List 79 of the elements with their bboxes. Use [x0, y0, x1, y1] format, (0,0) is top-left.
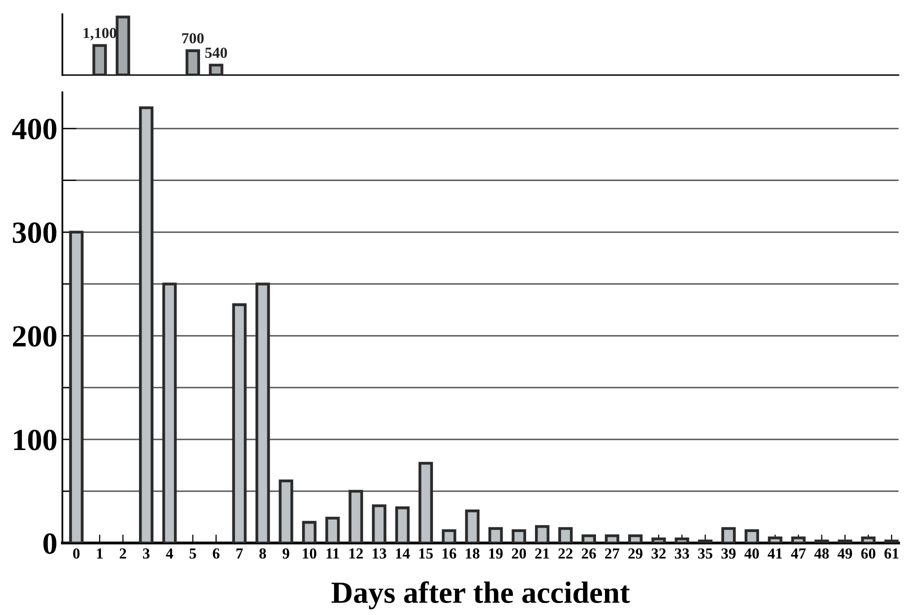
- x-tick-label: 40: [744, 548, 759, 559]
- bar: [838, 540, 852, 544]
- x-tick-label: 47: [790, 548, 806, 559]
- bar: [69, 230, 84, 544]
- bar: [116, 16, 130, 76]
- x-tick-label: 29: [628, 548, 642, 559]
- x-tick-label: 6: [212, 548, 220, 559]
- bar: [721, 527, 736, 544]
- text: 700: [182, 33, 204, 44]
- bar: [628, 534, 643, 544]
- bar: [162, 282, 177, 544]
- x-tick-label: 27: [605, 548, 620, 559]
- bar: [791, 536, 806, 544]
- x-tick-label: 21: [535, 548, 550, 559]
- bar: [488, 527, 503, 544]
- bar: [558, 527, 573, 544]
- bar: [465, 510, 480, 544]
- x-tick-label: 60: [861, 548, 876, 559]
- x-tick-label: 39: [721, 548, 736, 559]
- y-tick-label: 300: [12, 222, 56, 244]
- bar: [302, 520, 316, 544]
- x-tick-label: 9: [282, 548, 290, 559]
- bar: [348, 490, 364, 544]
- bar: [534, 525, 550, 544]
- bar: [651, 538, 666, 544]
- x-tick-label: 32: [652, 548, 666, 559]
- x-tick-label: 5: [190, 548, 196, 559]
- bar: [278, 479, 294, 544]
- bar: [232, 303, 247, 544]
- x-tick-label: 11: [326, 548, 339, 559]
- x-axis-title: Days after the accident: [332, 581, 630, 610]
- x-tick-label: 15: [419, 548, 433, 559]
- bar: [325, 516, 340, 544]
- x-tick-label: 7: [236, 548, 243, 559]
- x-tick-label: 12: [349, 548, 363, 559]
- x-tick-label: 1: [97, 548, 103, 559]
- x-tick-label: 4: [166, 548, 174, 559]
- bar: [814, 540, 829, 544]
- y-tick-label: 400: [12, 118, 56, 140]
- bar: [372, 504, 386, 544]
- x-tick-label: 61: [884, 548, 898, 559]
- bar: [768, 536, 782, 544]
- x-tick-label: 19: [489, 548, 503, 559]
- bar: [512, 529, 526, 544]
- bar: [861, 536, 876, 544]
- bar: [674, 538, 690, 544]
- x-tick-label: 10: [302, 548, 316, 559]
- x-tick-label: 22: [558, 548, 572, 559]
- bar: [884, 540, 899, 544]
- bar: [418, 462, 433, 544]
- bar: [255, 282, 270, 544]
- x-tick-label: 26: [582, 548, 596, 559]
- bar: [395, 506, 410, 544]
- bar: [92, 44, 107, 76]
- x-tick-label: 8: [259, 548, 266, 559]
- bar: [139, 106, 154, 544]
- x-tick-label: 18: [466, 548, 480, 559]
- bar: [698, 540, 712, 544]
- x-tick-label: 35: [698, 548, 712, 559]
- x-tick-label: 16: [442, 548, 456, 559]
- y-tick-label: 100: [14, 430, 56, 450]
- text: 540: [205, 48, 227, 58]
- x-tick-label: 0: [73, 548, 80, 559]
- y-tick-label: 200: [12, 326, 56, 347]
- x-tick-label: 13: [372, 548, 386, 559]
- bar: [582, 534, 596, 544]
- bar: [208, 64, 224, 76]
- x-tick-label: 41: [768, 548, 782, 559]
- x-tick-label: 14: [396, 548, 410, 559]
- x-tick-label: 2: [120, 548, 126, 559]
- x-tick-label: 3: [142, 548, 150, 559]
- bar: [186, 49, 200, 76]
- x-tick-label: 20: [512, 548, 526, 559]
- bar: [604, 534, 620, 544]
- bar: [442, 529, 456, 544]
- bar: [744, 529, 760, 544]
- x-tick-label: 48: [814, 548, 829, 559]
- x-tick-label: 33: [674, 548, 690, 559]
- x-tick-label: 49: [838, 548, 852, 559]
